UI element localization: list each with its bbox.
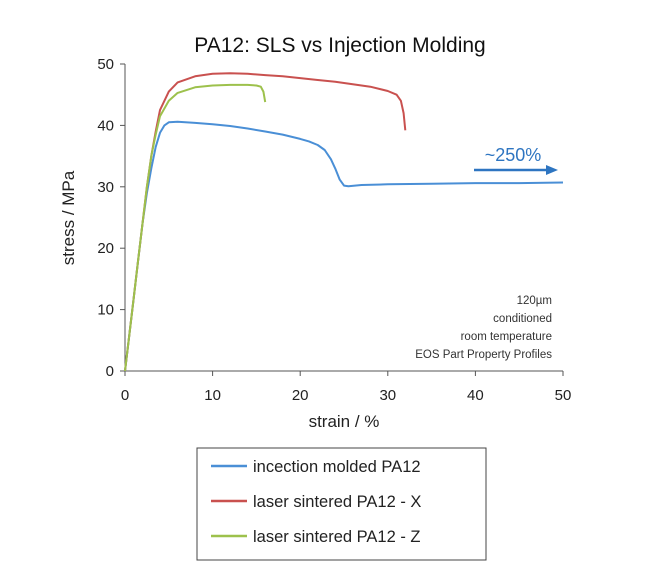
y-tick-label: 40 — [97, 117, 114, 134]
axes — [124, 64, 563, 372]
legend-label-injection: incection molded PA12 — [253, 458, 421, 476]
ticks: 0 10 20 30 40 50 0 10 20 30 40 50 — [97, 56, 571, 404]
series-injection-molded — [124, 120, 564, 372]
x-tick-label: 0 — [121, 387, 129, 404]
elongation-annotation: ~250% — [474, 145, 558, 175]
series-laser-sintered-x — [124, 72, 407, 372]
note-line-conditioning: conditioned — [493, 313, 552, 325]
y-tick-label: 50 — [97, 56, 114, 73]
x-tick-label: 30 — [379, 387, 396, 404]
x-tick-label: 50 — [555, 387, 572, 404]
elongation-annotation-label: ~250% — [485, 145, 542, 165]
series-laser-sintered-z — [124, 83, 267, 372]
x-axis-label: strain / % — [309, 412, 380, 431]
y-tick-label: 10 — [97, 302, 114, 319]
legend-label-sls-x: laser sintered PA12 - X — [253, 493, 421, 511]
note-line-source: EOS Part Property Profiles — [415, 349, 552, 361]
x-tick-label: 40 — [467, 387, 484, 404]
chart-title: PA12: SLS vs Injection Molding — [194, 34, 485, 57]
y-tick-label: 20 — [97, 240, 114, 257]
note-line-temperature: room temperature — [461, 331, 552, 343]
x-tick-label: 20 — [292, 387, 309, 404]
x-tick-label: 10 — [204, 387, 221, 404]
legend: incection molded PA12 laser sintered PA1… — [196, 447, 487, 561]
legend-label-sls-z: laser sintered PA12 - Z — [253, 528, 421, 546]
test-conditions-note: 120µm conditioned room temperature EOS P… — [415, 295, 552, 361]
y-tick-label: 0 — [106, 363, 114, 380]
y-tick-label: 30 — [97, 179, 114, 196]
note-line-thickness: 120µm — [517, 295, 552, 307]
series-layer — [124, 72, 564, 372]
elongation-arrow-head-icon — [546, 165, 558, 175]
y-axis-label: stress / MPa — [59, 170, 78, 265]
